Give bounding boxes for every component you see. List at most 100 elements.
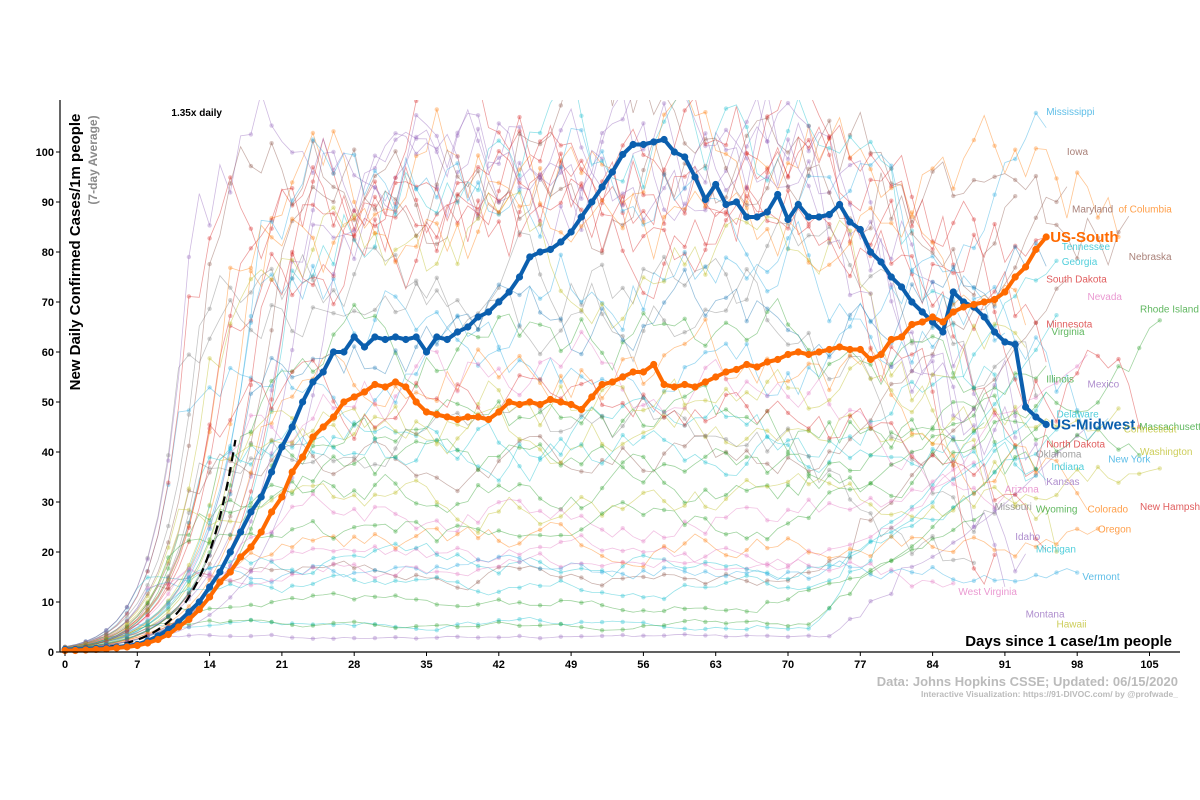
series-point [433,410,441,419]
state-point [228,497,233,503]
state-point [930,372,935,377]
state-point [682,330,687,335]
series-point [815,213,823,221]
state-point [847,551,853,556]
state-point [434,526,439,531]
state-point [641,147,646,152]
state-point [290,198,295,203]
state-point [847,569,853,574]
state-point [372,185,378,190]
state-point [393,209,398,215]
state-point [806,257,811,263]
state-point [124,623,130,628]
state-point [248,431,254,436]
state-point [971,491,977,496]
state-point [599,350,605,355]
state-label: Delaware [1057,410,1100,421]
state-point [889,437,894,442]
state-point [785,385,791,391]
state-point [951,384,956,389]
state-point [992,547,997,553]
state-point [971,406,977,411]
state-point [145,623,150,629]
state-point [641,574,646,580]
state-point [971,296,977,301]
state-point [331,271,336,277]
state-point [455,192,460,197]
state-point [104,638,109,644]
series-point [898,333,906,341]
series-point [691,383,699,391]
state-point [455,562,460,568]
series-point [443,335,451,344]
state-point [1013,430,1018,435]
state-point [765,214,770,219]
state-point [744,570,749,576]
state-point [847,188,853,194]
state-point [909,547,915,552]
state-point [765,545,770,551]
state-point [558,252,563,257]
state-point [331,510,336,515]
state-point [599,457,605,463]
state-point [620,316,625,321]
state-point [723,437,729,442]
state-point [1075,364,1080,369]
state-point [703,272,708,277]
state-point [868,319,873,325]
state-point [455,523,460,528]
state-point [372,230,378,236]
state-point [951,577,956,582]
state-point [682,423,687,428]
state-point [600,46,604,50]
state-point [310,519,316,524]
state-point [331,211,336,216]
state-point [393,455,398,460]
state-point [83,642,88,647]
state-point [290,595,295,601]
state-point [228,285,233,290]
state-point [785,578,791,583]
state-point [269,407,274,413]
state-point [290,635,295,640]
state-point [1075,433,1080,439]
state-point [83,641,88,647]
state-point [414,458,419,463]
state-point [579,513,584,518]
state-point [475,361,481,367]
state-point [331,235,336,240]
series-point [381,383,389,391]
state-point [166,566,171,571]
state-point [475,216,481,221]
state-point [682,606,687,611]
state-point [228,449,233,454]
state-point [641,434,646,440]
state-point [744,184,749,189]
state-point [703,264,708,269]
state-label: Minnesota [1046,320,1093,331]
state-point [290,440,295,445]
state-point [889,454,894,460]
state-point [620,117,625,122]
state-point [723,168,729,174]
state-point [393,212,398,217]
state-point [868,481,873,486]
state-point [166,600,171,605]
state-point [186,622,192,627]
state-point [992,372,997,377]
state-point [847,352,853,358]
state-point [765,621,770,626]
state-point [186,625,192,630]
state-label: Illinois [1046,375,1074,386]
state-point [765,139,770,144]
state-point [682,394,687,399]
state-point [661,624,667,630]
state-point [806,173,811,179]
state-point [579,302,584,307]
series-point [474,413,482,421]
state-point [248,526,254,531]
state-point [971,217,977,222]
state-point [889,364,894,370]
state-point [434,438,439,444]
state-point [682,522,687,528]
